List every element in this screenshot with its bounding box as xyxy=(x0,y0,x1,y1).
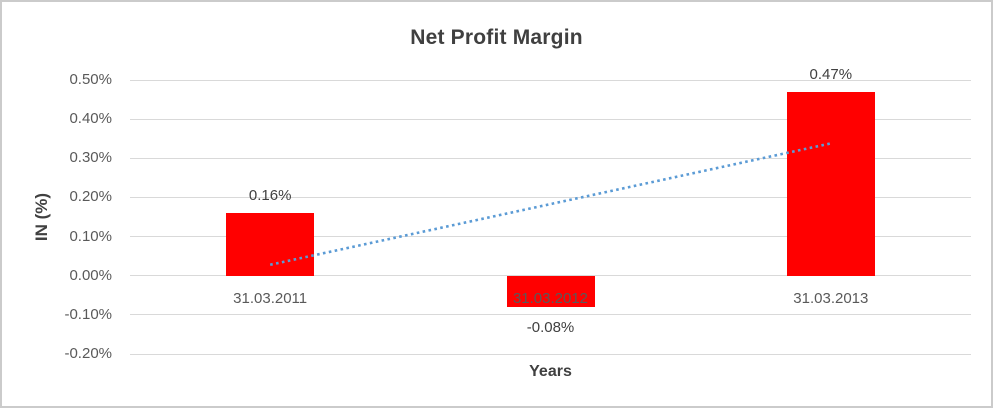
y-tick-label: -0.20% xyxy=(64,345,112,362)
gridline xyxy=(130,79,971,81)
bar-data-label: 0.16% xyxy=(248,187,292,205)
x-axis-title: Years xyxy=(529,363,572,380)
y-tick-label: 0.20% xyxy=(69,188,112,206)
y-tick-label: 0.40% xyxy=(69,110,112,128)
y-tick-label: 0.00% xyxy=(69,266,112,284)
bar-data-label: -0.08% xyxy=(526,319,575,337)
bar xyxy=(506,275,595,308)
y-tick-label: 0.30% xyxy=(69,149,112,167)
chart-title: Net Profit Margin xyxy=(410,26,583,49)
bar-data-label: 0.47% xyxy=(809,65,853,83)
bar xyxy=(786,91,875,276)
gridline xyxy=(130,118,971,120)
y-tick-label: -0.10% xyxy=(64,305,112,323)
y-tick-label: 0.10% xyxy=(69,227,112,245)
x-category-label: 31.03.2012 xyxy=(512,290,589,307)
bar xyxy=(226,213,315,276)
y-tick-label: 0.50% xyxy=(69,71,112,88)
x-category-label: 31.03.2011 xyxy=(233,290,308,307)
x-category-label: 31.03.2013 xyxy=(793,290,869,307)
gridline xyxy=(130,353,971,355)
gridline xyxy=(130,314,971,316)
